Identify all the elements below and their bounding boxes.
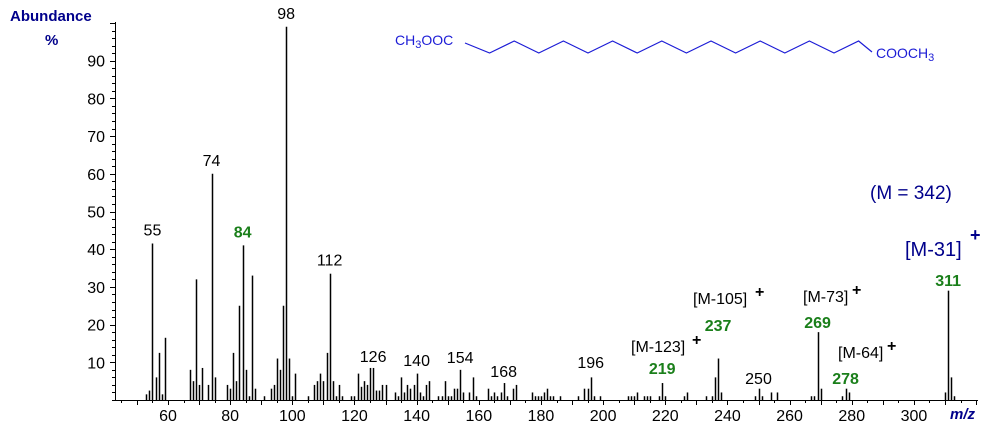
x-tick-label: 300 bbox=[901, 408, 928, 425]
peak-label-311: 311 bbox=[935, 273, 961, 290]
ion-label-m105-plus: + bbox=[755, 284, 764, 301]
peak-label-196: 196 bbox=[577, 355, 604, 372]
y-tick-label: 50 bbox=[87, 205, 105, 222]
peak-label-168: 168 bbox=[490, 364, 517, 381]
x-tick-label: 100 bbox=[279, 408, 306, 425]
x-tick-label: 200 bbox=[590, 408, 617, 425]
y-tick-label: 60 bbox=[87, 167, 105, 184]
x-tick-label: 260 bbox=[776, 408, 803, 425]
x-tick-label: 80 bbox=[221, 408, 239, 425]
peak-label-219: 219 bbox=[649, 361, 676, 378]
x-axis-ticks: 60 80 100 120 140 160 180 200 220 240 260 280 300 bbox=[121, 400, 977, 425]
peak-label-74: 74 bbox=[203, 153, 221, 170]
x-tick-label: 140 bbox=[403, 408, 430, 425]
y-tick-label: 20 bbox=[87, 318, 105, 335]
chemical-structure: CH3OOC COOCH3 bbox=[395, 32, 934, 64]
ion-label-m73-plus: + bbox=[852, 282, 861, 299]
x-tick-label: 120 bbox=[341, 408, 368, 425]
peak-label-237: 237 bbox=[705, 318, 732, 335]
x-tick-label: 60 bbox=[159, 408, 177, 425]
peak-label-98: 98 bbox=[277, 6, 295, 23]
x-tick-label: 220 bbox=[652, 408, 679, 425]
peak-labels: 55 74 84 98 112 126 140 154 168 196 219 237 250 269 27… bbox=[144, 6, 962, 388]
molecular-mass-note: (M = 342) bbox=[870, 183, 952, 204]
x-axis-title: m/z bbox=[950, 406, 976, 423]
y-axis-title: Abundance bbox=[10, 8, 92, 25]
y-tick-label: 30 bbox=[87, 280, 105, 297]
peak-label-126: 126 bbox=[360, 349, 387, 366]
ion-label-m105: [M-105] bbox=[693, 291, 747, 308]
ion-label-m123-plus: + bbox=[692, 332, 701, 349]
peak-label-250: 250 bbox=[745, 371, 772, 388]
ion-label-m31: [M-31] bbox=[905, 239, 962, 261]
peaks bbox=[145, 26, 956, 400]
ion-label-m73: [M-73] bbox=[803, 289, 848, 306]
x-tick-label: 180 bbox=[528, 408, 555, 425]
y-axis-ticks: 10 20 30 40 50 60 70 80 90 bbox=[87, 23, 116, 393]
alkyl-chain bbox=[464, 40, 873, 54]
x-tick-label: 280 bbox=[838, 408, 865, 425]
ion-label-m123: [M-123] bbox=[631, 339, 685, 356]
y-axis-unit: % bbox=[45, 32, 58, 49]
y-tick-label: 80 bbox=[87, 91, 105, 108]
y-tick-label: 90 bbox=[87, 54, 105, 71]
peak-label-278: 278 bbox=[832, 371, 859, 388]
peak-label-55: 55 bbox=[144, 223, 162, 240]
y-tick-label: 40 bbox=[87, 242, 105, 259]
peak-label-112: 112 bbox=[317, 253, 343, 270]
ion-label-m64-plus: + bbox=[887, 338, 896, 355]
structure-right-group: COOCH3 bbox=[876, 45, 934, 64]
peak-label-154: 154 bbox=[447, 350, 474, 367]
peak-label-84: 84 bbox=[234, 224, 252, 241]
y-tick-label: 70 bbox=[87, 129, 105, 146]
structure-left-group: CH3OOC bbox=[395, 32, 453, 51]
peak-label-140: 140 bbox=[403, 353, 430, 370]
y-tick-label: 10 bbox=[87, 355, 105, 372]
axes bbox=[112, 22, 978, 401]
peak-label-269: 269 bbox=[804, 315, 831, 332]
x-tick-label: 160 bbox=[465, 408, 492, 425]
x-tick-label: 240 bbox=[714, 408, 741, 425]
ion-label-m31-plus: + bbox=[970, 225, 981, 245]
ion-label-m64: [M-64] bbox=[838, 345, 883, 362]
